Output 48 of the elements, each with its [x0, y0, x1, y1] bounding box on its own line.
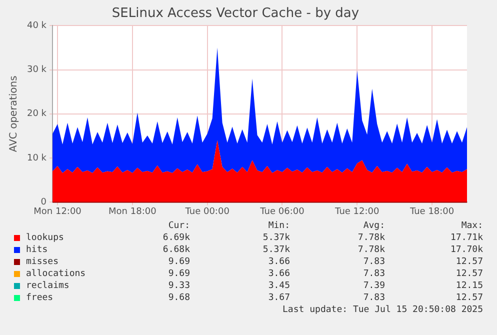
text: Avg: [363, 220, 385, 232]
text: Last update: Tue Jul 15 20:50:08 2025 [282, 304, 483, 316]
text: 7.83 [363, 256, 385, 268]
chart-title: SELinux Access Vector Cache - by day [112, 6, 360, 22]
text: 7.39 [363, 280, 385, 292]
x-tick-label: Tue 00:00 [184, 206, 230, 217]
x-tick-label: Tue 06:00 [259, 206, 305, 217]
legend-label: lookups [26, 232, 64, 244]
legend-label: reclaims [26, 280, 70, 292]
text: 12.15 [456, 280, 483, 292]
legend-label: misses [26, 256, 59, 268]
text: 3.45 [268, 280, 290, 292]
y-tick-label: 40 k [26, 20, 48, 31]
text: 7.83 [363, 292, 385, 304]
y-tick-label: 0 [40, 198, 47, 208]
text: 9.69 [168, 268, 190, 280]
y-axis-title: AVC operations [8, 76, 20, 152]
y-tick-label: 20 k [26, 109, 48, 120]
text: 17.70k [450, 244, 483, 256]
text: 7.78k [358, 232, 385, 244]
text: 12.57 [456, 292, 483, 304]
text: 3.67 [268, 292, 290, 304]
text: 6.69k [162, 232, 190, 244]
legend-label: hits [26, 244, 48, 256]
legend-label: frees [26, 292, 54, 304]
text: 12.57 [456, 256, 483, 268]
y-tick-label: 10 k [26, 153, 48, 164]
y-tick-label: 30 k [26, 65, 48, 76]
text: 7.83 [363, 268, 385, 280]
text: 7.78k [358, 244, 385, 256]
x-tick-label: Mon 18:00 [108, 206, 157, 217]
text: 17.71k [450, 232, 483, 244]
text: Cur: [168, 220, 190, 232]
text: 9.68 [168, 292, 190, 304]
text: 3.66 [268, 256, 290, 268]
text: 12.57 [456, 268, 483, 280]
text: 6.68k [162, 244, 190, 256]
text: 3.66 [268, 268, 290, 280]
text: 9.33 [168, 280, 190, 292]
text: Max: [461, 220, 483, 232]
text: 9.69 [168, 256, 190, 268]
text: Min: [268, 220, 290, 232]
text: 5.37k [262, 244, 290, 256]
x-tick-label: Tue 18:00 [408, 206, 454, 217]
x-tick-label: Mon 12:00 [34, 206, 82, 217]
text: 5.37k [262, 232, 290, 244]
x-tick-label: Tue 12:00 [334, 206, 380, 217]
legend-label: allocations [26, 268, 86, 280]
